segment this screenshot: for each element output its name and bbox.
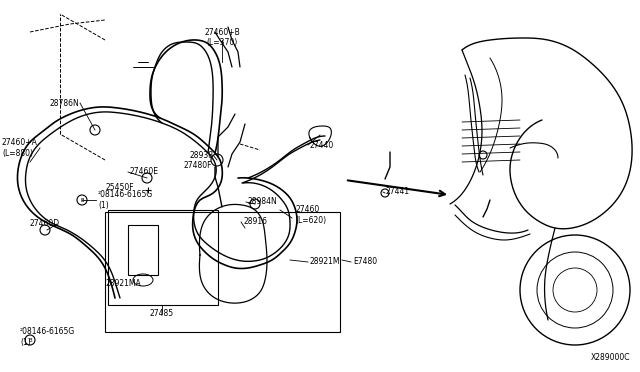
Text: 25450F: 25450F [105, 183, 134, 192]
Text: 27441: 27441 [385, 187, 409, 196]
Text: 27485: 27485 [150, 308, 174, 317]
Text: 27460+A
(L=880): 27460+A (L=880) [2, 138, 38, 158]
Text: ²08146-6165G
(1): ²08146-6165G (1) [98, 190, 153, 210]
Text: 28984N: 28984N [248, 198, 278, 206]
Text: 27460D: 27460D [30, 219, 60, 228]
Text: 27440: 27440 [310, 141, 334, 150]
Text: 27480F: 27480F [183, 160, 211, 170]
Text: 28786N: 28786N [50, 99, 80, 108]
Text: 28921MA: 28921MA [105, 279, 141, 289]
Bar [128, 225, 158, 275]
Text: 27460
(L=620): 27460 (L=620) [295, 205, 326, 225]
Text: 28916: 28916 [243, 218, 267, 227]
Text: 28938: 28938 [190, 151, 214, 160]
Text: 27460+B
(L=370): 27460+B (L=370) [204, 28, 240, 47]
Text: 28921M: 28921M [310, 257, 340, 266]
Text: 27460E: 27460E [130, 167, 159, 176]
Text: B: B [28, 337, 32, 343]
Text: X289000C: X289000C [591, 353, 630, 362]
Text: ²08146-6165G
(1): ²08146-6165G (1) [20, 327, 76, 347]
Text: E7480: E7480 [353, 257, 377, 266]
Text: B: B [80, 198, 84, 202]
